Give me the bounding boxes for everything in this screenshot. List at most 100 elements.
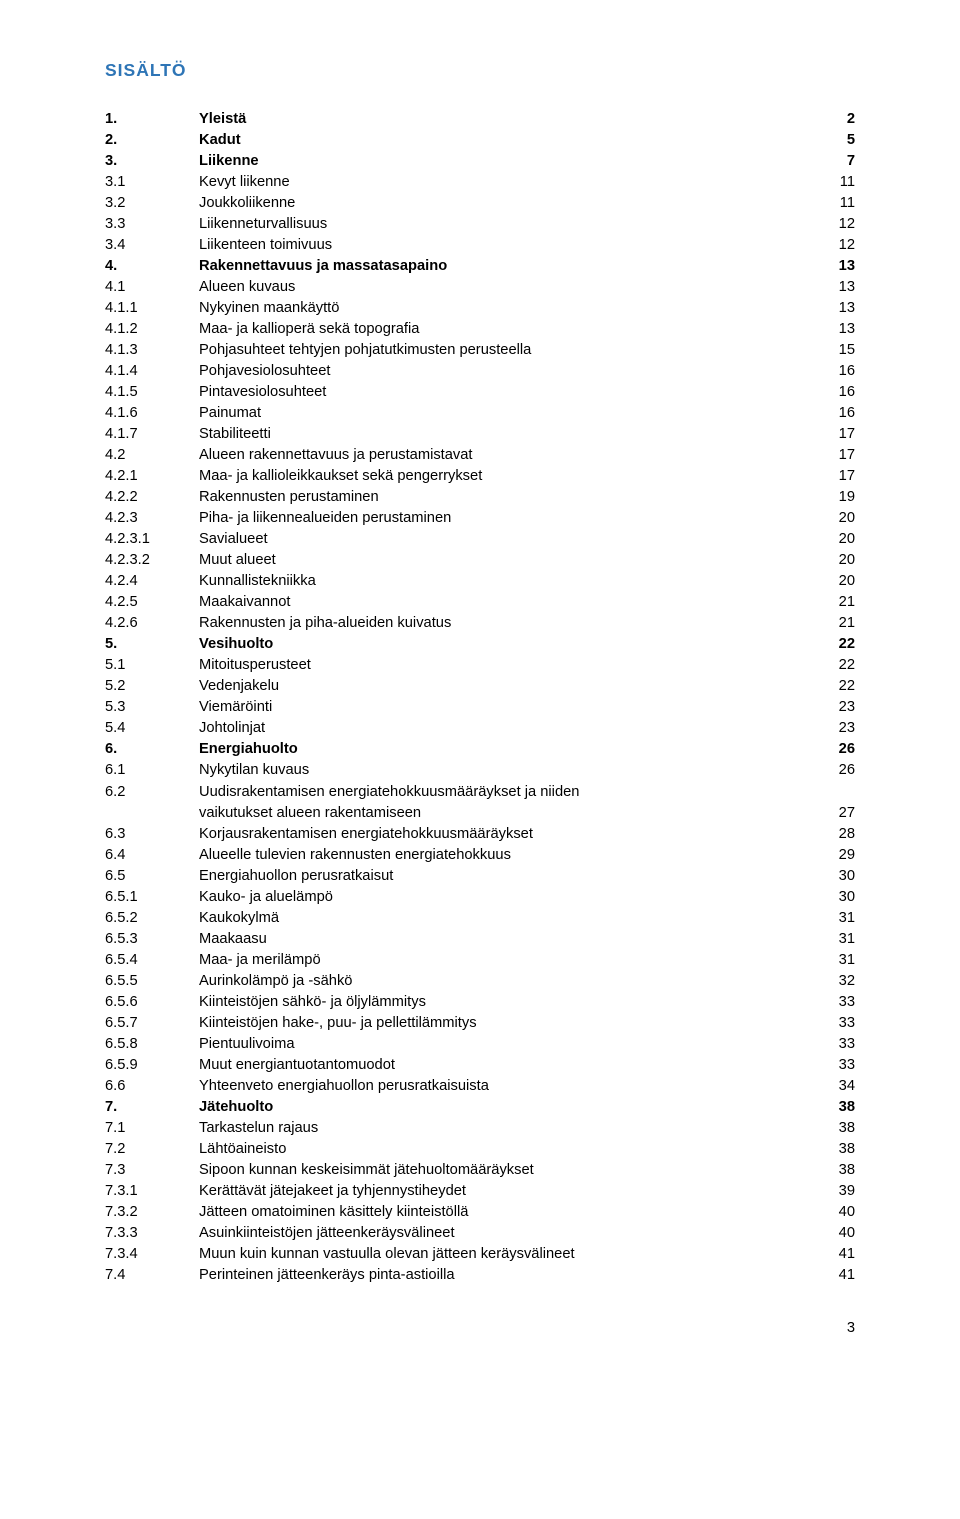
toc-number: 4.2.1 bbox=[105, 466, 199, 487]
toc-number: 6.6 bbox=[105, 1076, 199, 1097]
toc-page: 27 bbox=[821, 803, 855, 824]
toc-row: 6.5.3Maakaasu31 bbox=[105, 929, 855, 950]
toc-title: Liikenneturvallisuus bbox=[199, 214, 821, 235]
toc-number: 5.4 bbox=[105, 718, 199, 739]
toc-number: 3. bbox=[105, 151, 199, 172]
toc-number: 7.3.4 bbox=[105, 1244, 199, 1265]
toc-page: 17 bbox=[821, 466, 855, 487]
toc-row: 4.1.2Maa- ja kallioperä sekä topografia1… bbox=[105, 319, 855, 340]
toc-page: 13 bbox=[821, 298, 855, 319]
toc-title: Liikenne bbox=[199, 151, 821, 172]
toc-title: vaikutukset alueen rakentamiseen bbox=[199, 803, 821, 824]
toc-title: Korjausrakentamisen energiatehokkuusmäär… bbox=[199, 824, 821, 845]
toc-page: 26 bbox=[821, 739, 855, 760]
toc-row: 7.3.4Muun kuin kunnan vastuulla olevan j… bbox=[105, 1244, 855, 1265]
toc-row: 4.1.5Pintavesiolosuhteet16 bbox=[105, 382, 855, 403]
toc-title: Jätehuolto bbox=[199, 1097, 821, 1118]
toc-row: 7.3.2Jätteen omatoiminen käsittely kiint… bbox=[105, 1202, 855, 1223]
toc-page: 39 bbox=[821, 1181, 855, 1202]
toc-title: Maakaasu bbox=[199, 929, 821, 950]
toc-page: 33 bbox=[821, 1013, 855, 1034]
toc-page: 12 bbox=[821, 235, 855, 256]
toc-number: 6.3 bbox=[105, 824, 199, 845]
toc-number: 6.5.1 bbox=[105, 887, 199, 908]
toc-title: Savialueet bbox=[199, 529, 821, 550]
toc-number: 7.3.2 bbox=[105, 1202, 199, 1223]
toc-page: 22 bbox=[821, 655, 855, 676]
toc-title: Liikenteen toimivuus bbox=[199, 235, 821, 256]
toc-title: Joukkoliikenne bbox=[199, 193, 821, 214]
toc-number: 4.2.3 bbox=[105, 508, 199, 529]
toc-number: 5. bbox=[105, 634, 199, 655]
toc-row: 7.1Tarkastelun rajaus38 bbox=[105, 1118, 855, 1139]
toc-row: 5.1Mitoitusperusteet22 bbox=[105, 655, 855, 676]
toc-number: 4.1.6 bbox=[105, 403, 199, 424]
toc-row: 4.1.3Pohjasuhteet tehtyjen pohjatutkimus… bbox=[105, 340, 855, 361]
toc-title: Tarkastelun rajaus bbox=[199, 1118, 821, 1139]
toc-number: 4.2.3.1 bbox=[105, 529, 199, 550]
toc-number: 3.3 bbox=[105, 214, 199, 235]
toc-number: 4.1.5 bbox=[105, 382, 199, 403]
toc-page: 20 bbox=[821, 571, 855, 592]
toc-row: vaikutukset alueen rakentamiseen27 bbox=[105, 803, 855, 824]
toc-page: 22 bbox=[821, 676, 855, 697]
page-number-footer: 3 bbox=[105, 1320, 855, 1336]
toc-title: Alueen rakennettavuus ja perustamistavat bbox=[199, 445, 821, 466]
toc-title: Lähtöaineisto bbox=[199, 1139, 821, 1160]
toc-number: 7.2 bbox=[105, 1139, 199, 1160]
toc-page: 17 bbox=[821, 445, 855, 466]
toc-title: Maa- ja kallioperä sekä topografia bbox=[199, 319, 821, 340]
toc-page: 20 bbox=[821, 529, 855, 550]
toc-number: 4.1.4 bbox=[105, 361, 199, 382]
toc-title: Kaukokylmä bbox=[199, 908, 821, 929]
toc-page: 20 bbox=[821, 508, 855, 529]
toc-row: 4.1.6Painumat16 bbox=[105, 403, 855, 424]
toc-number: 4.2 bbox=[105, 445, 199, 466]
toc-title: Maakaivannot bbox=[199, 592, 821, 613]
toc-page: 17 bbox=[821, 424, 855, 445]
toc-row: 4.2.6Rakennusten ja piha-alueiden kuivat… bbox=[105, 613, 855, 634]
toc-number: 6.5 bbox=[105, 866, 199, 887]
toc-page: 31 bbox=[821, 908, 855, 929]
toc-page: 13 bbox=[821, 256, 855, 277]
toc-page: 41 bbox=[821, 1244, 855, 1265]
toc-row: 5.3Viemäröinti23 bbox=[105, 697, 855, 718]
toc-row: 6.5.5Aurinkolämpö ja -sähkö32 bbox=[105, 971, 855, 992]
toc-title: Kerättävät jätejakeet ja tyhjennystiheyd… bbox=[199, 1181, 821, 1202]
toc-page: 15 bbox=[821, 340, 855, 361]
toc-title: Painumat bbox=[199, 403, 821, 424]
toc-page: 30 bbox=[821, 887, 855, 908]
toc-row: 3.Liikenne7 bbox=[105, 151, 855, 172]
toc-number: 7.3 bbox=[105, 1160, 199, 1181]
toc-row: 1.Yleistä2 bbox=[105, 109, 855, 130]
toc-title: Nykytilan kuvaus bbox=[199, 760, 821, 781]
toc-number: 6.5.7 bbox=[105, 1013, 199, 1034]
toc-title: Energiahuolto bbox=[199, 739, 821, 760]
toc-number: 6.5.2 bbox=[105, 908, 199, 929]
toc-page: 16 bbox=[821, 361, 855, 382]
toc-row: 4.2.3Piha- ja liikennealueiden perustami… bbox=[105, 508, 855, 529]
toc-page: 38 bbox=[821, 1139, 855, 1160]
toc-number bbox=[105, 803, 199, 824]
toc-page: 13 bbox=[821, 277, 855, 298]
toc-number: 3.4 bbox=[105, 235, 199, 256]
toc-row: 2.Kadut5 bbox=[105, 130, 855, 151]
toc-row: 7.Jätehuolto38 bbox=[105, 1097, 855, 1118]
toc-title: Muut energiantuotantomuodot bbox=[199, 1055, 821, 1076]
toc-number: 4.1 bbox=[105, 277, 199, 298]
toc-title: Pohjavesiolosuhteet bbox=[199, 361, 821, 382]
toc-page: 21 bbox=[821, 592, 855, 613]
toc-page: 11 bbox=[821, 193, 855, 214]
toc-row: 3.3Liikenneturvallisuus12 bbox=[105, 214, 855, 235]
toc-number: 1. bbox=[105, 109, 199, 130]
toc-page: 5 bbox=[821, 130, 855, 151]
toc-number: 6. bbox=[105, 739, 199, 760]
toc-number: 7.4 bbox=[105, 1265, 199, 1286]
toc-title: Jätteen omatoiminen käsittely kiinteistö… bbox=[199, 1202, 821, 1223]
toc-title: Kauko- ja aluelämpö bbox=[199, 887, 821, 908]
toc-row: 6.1Nykytilan kuvaus26 bbox=[105, 760, 855, 781]
toc-page: 21 bbox=[821, 613, 855, 634]
toc-title: Rakennusten perustaminen bbox=[199, 487, 821, 508]
toc-number: 4.1.3 bbox=[105, 340, 199, 361]
toc-page: 28 bbox=[821, 824, 855, 845]
